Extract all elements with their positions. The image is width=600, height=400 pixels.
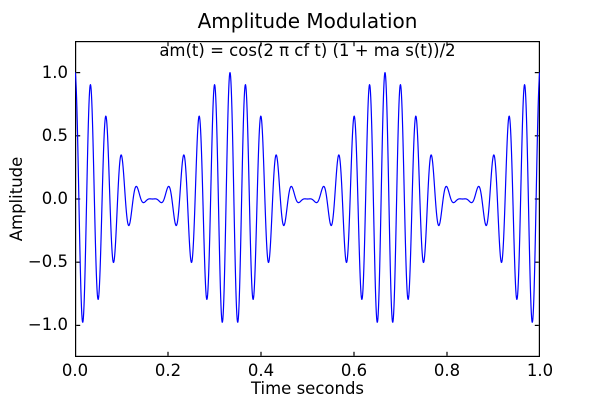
x-tick-label: 0.0	[61, 361, 89, 380]
chart-title: Amplitude Modulation	[197, 9, 418, 33]
formula-annotation: am(t) = cos(2 π cf t) (1 + ma s(t))/2	[159, 41, 456, 60]
y-tick-label: −0.5	[27, 252, 68, 272]
y-tick-label: 0.0	[41, 189, 68, 208]
x-tick-label: 0.4	[247, 361, 275, 380]
y-tick-label: 0.5	[41, 125, 68, 145]
x-tick-label: 1.0	[526, 361, 554, 380]
waveform-line	[75, 72, 540, 323]
x-axis-label: Time seconds	[250, 379, 365, 398]
x-tick-label: 0.6	[340, 361, 368, 380]
axes-frame	[75, 41, 540, 357]
y-tick-label: −1.0	[27, 315, 68, 335]
x-tick-label: 0.8	[433, 361, 461, 380]
axis-ticks	[75, 42, 540, 356]
x-tick-label: 0.2	[154, 361, 182, 380]
plot-area	[75, 41, 540, 357]
y-tick-label: 1.0	[41, 62, 68, 82]
